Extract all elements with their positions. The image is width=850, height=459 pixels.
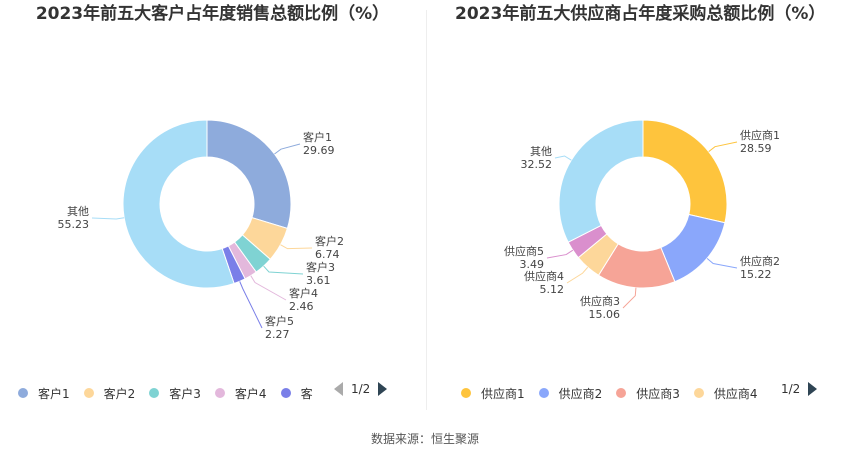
legend-label: 供应商4 [713,386,758,401]
leader-line [280,244,313,250]
legend-marker [616,388,627,398]
legend-page-indicator: 1/2 [351,382,371,396]
legend-item-supplier3[interactable]: 供应商3 [616,385,680,402]
slice-label-name: 客户5 [265,314,294,328]
legend-marker [693,388,704,398]
leader-line [554,155,572,161]
leader-line [566,266,589,284]
pie-slice-6[interactable] [558,119,644,243]
leader-line [708,141,738,153]
slice-label-value: 29.69 [303,144,335,157]
legend-marker [18,388,28,398]
slice-label-value: 3.61 [306,274,331,287]
legend-item-customer3[interactable]: 客户3 [149,385,201,402]
slice-label-name: 客户4 [289,286,318,300]
legend-label: 客 [300,386,313,401]
legend-label: 客户4 [234,386,267,401]
legend-marker [538,388,549,398]
slice-label-name: 供应商2 [740,254,780,268]
slice-label-name: 其他 [67,205,89,218]
chart-legend: 客户1 客户2 客户3 客户4 客 [18,382,336,404]
leader-line [274,143,301,155]
legend-prev-page-icon[interactable] [334,382,343,396]
legend-label: 供应商2 [558,386,603,401]
legend-next-page-icon[interactable] [808,382,818,396]
legend-items: 客户1 客户2 客户3 客户4 客 [18,385,336,402]
slice-label-name: 供应商1 [740,128,780,142]
legend-item-customer1[interactable]: 客户1 [18,385,70,402]
legend-marker [83,388,94,398]
legend-next-page-icon[interactable] [378,382,388,396]
pie-slice-1[interactable] [642,119,728,224]
leader-line [250,275,287,301]
leader-line [706,257,738,269]
panel-divider [426,10,427,410]
legend-item-customer2[interactable]: 客户2 [83,385,136,402]
chart-title: 2023年前五大客户占年度销售总额比例（%） [35,4,390,24]
leader-line [263,265,304,275]
supplier-chart-panel: 2023年前五大供应商占年度采购总额比例（%） 供应商1 28.59 供应商2 15.… [425,0,850,420]
legend-pager: 1/2 [334,382,388,396]
legend-item-supplier4[interactable]: 供应商4 [693,385,758,402]
legend-label: 客户2 [103,386,136,401]
slice-label-value: 6.74 [315,248,340,261]
slice-label-value: 32.52 [521,158,553,171]
legend-marker [461,388,471,398]
leader-line [239,281,263,329]
legend-item-customer5[interactable]: 客 [280,385,313,402]
slice-label-name: 供应商4 [524,269,564,283]
legend-items: 供应商1 供应商2 供应商3 供应商4 [461,385,786,402]
slice-label-name: 其他 [530,145,552,158]
leader-line [622,287,637,309]
customer-chart-panel: 2023年前五大客户占年度销售总额比例（%） 客户1 29.69 客户2 6.74 客户… [0,0,425,420]
slice-label-name: 客户3 [306,260,335,274]
legend-label: 客户3 [169,386,201,401]
legend-marker [149,388,160,398]
supplier-donut-chart: 供应商128.59供应商215.22供应商315.06供应商45.12供应商53… [504,119,780,321]
legend-label: 客户1 [38,386,70,401]
leader-line [546,249,574,259]
slice-label-name: 客户2 [315,234,344,248]
legend-pager: 1/2 [781,382,818,396]
pie-slice-6[interactable] [122,119,235,289]
legend-item-supplier2[interactable]: 供应商2 [538,385,603,402]
slice-label-value: 3.49 [520,258,545,271]
slice-label-value: 2.46 [289,300,314,313]
legend-marker [214,388,225,398]
slice-label-name: 供应商3 [580,294,620,308]
leader-line [91,217,125,220]
chart-title: 2023年前五大供应商占年度采购总额比例（%） [455,4,826,24]
slice-label-value: 2.27 [265,328,290,341]
pie-slice-1[interactable] [206,119,292,230]
slice-label-value: 55.23 [58,218,90,231]
legend-item-supplier1[interactable]: 供应商1 [461,385,525,402]
legend-label: 供应商1 [481,386,525,401]
chart-legend: 供应商1 供应商2 供应商3 供应商4 [461,382,786,404]
slice-label-value: 15.22 [740,268,772,281]
legend-label: 供应商3 [636,386,680,401]
slice-label-name: 客户1 [303,130,332,144]
slice-label-value: 28.59 [740,142,772,155]
slice-label-name: 供应商5 [504,244,544,258]
legend-marker [280,388,291,398]
slice-label-value: 15.06 [589,308,621,321]
legend-page-indicator: 1/2 [781,382,801,396]
data-source-note: 数据来源：恒生聚源 [370,432,479,446]
slice-label-value: 5.12 [540,283,565,296]
legend-item-customer4[interactable]: 客户4 [214,385,267,402]
